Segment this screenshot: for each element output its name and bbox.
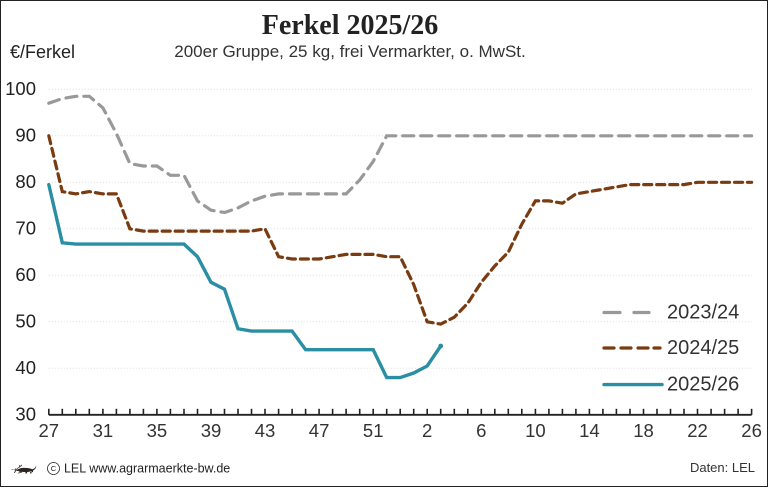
svg-text:18: 18	[633, 420, 654, 441]
svg-text:40: 40	[15, 357, 36, 378]
svg-text:27: 27	[39, 420, 60, 441]
svg-text:10: 10	[525, 420, 546, 441]
svg-text:C: C	[51, 464, 57, 473]
svg-text:35: 35	[147, 420, 168, 441]
svg-text:100: 100	[5, 78, 36, 99]
svg-text:2: 2	[422, 420, 432, 441]
svg-text:43: 43	[255, 420, 276, 441]
svg-text:60: 60	[15, 264, 36, 285]
svg-text:50: 50	[15, 310, 36, 331]
svg-text:51: 51	[363, 420, 384, 441]
svg-text:30: 30	[15, 403, 36, 424]
svg-text:47: 47	[309, 420, 330, 441]
svg-text:31: 31	[93, 420, 114, 441]
svg-text:6: 6	[476, 420, 486, 441]
svg-text:90: 90	[15, 124, 36, 145]
svg-text:22: 22	[687, 420, 708, 441]
svg-text:39: 39	[201, 420, 222, 441]
svg-text:80: 80	[15, 171, 36, 192]
svg-text:14: 14	[579, 420, 600, 441]
svg-text:26: 26	[741, 420, 762, 441]
svg-text:70: 70	[15, 217, 36, 238]
